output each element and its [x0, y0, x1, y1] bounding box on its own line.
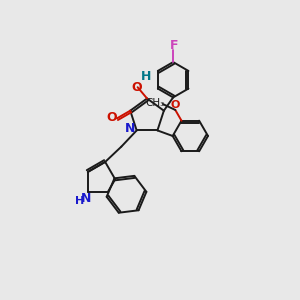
Text: N: N	[81, 192, 92, 205]
Text: O: O	[170, 100, 179, 110]
Text: N: N	[125, 122, 135, 136]
Text: H: H	[141, 70, 152, 83]
Text: O: O	[131, 81, 142, 94]
Text: F: F	[169, 39, 178, 52]
Text: CH₃: CH₃	[145, 98, 164, 108]
Text: O: O	[106, 111, 117, 124]
Text: H: H	[75, 196, 84, 206]
